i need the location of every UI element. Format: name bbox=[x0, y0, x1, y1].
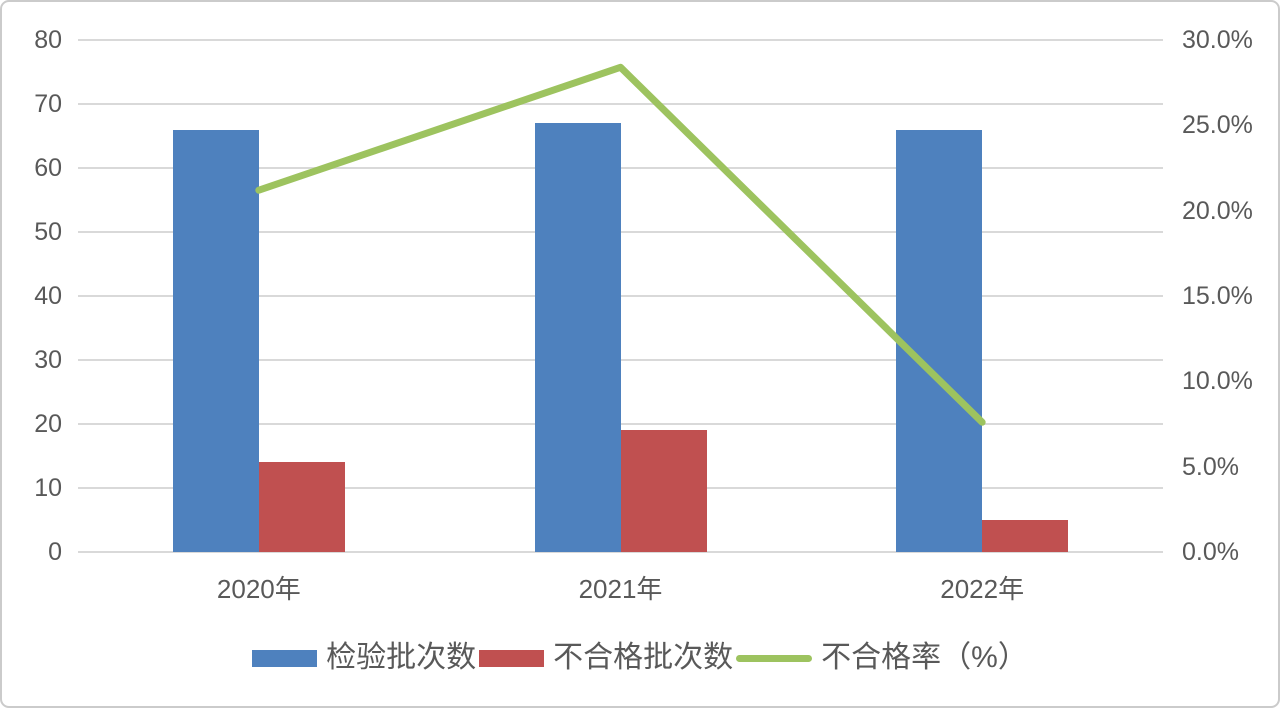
legend-label-unqualified-batches: 不合格批次数 bbox=[553, 641, 734, 674]
y-axis-left-tick-0: 0 bbox=[48, 538, 62, 566]
unqualified-rate-line bbox=[255, 63, 986, 426]
bar-inspection-batches-2021年 bbox=[534, 123, 621, 552]
y-axis-left-tick-50: 50 bbox=[34, 218, 62, 246]
y-axis-right-tick-0: 0.0% bbox=[1182, 538, 1239, 566]
gridline-70 bbox=[78, 103, 1163, 105]
y-axis-left-tick-20: 20 bbox=[34, 410, 62, 438]
gridline-0 bbox=[78, 551, 1163, 553]
bar-inspection-batches-2022年 bbox=[896, 129, 983, 552]
bar-unqualified-batches-2021年 bbox=[620, 430, 707, 552]
legend-item-unqualified-rate: 不合格率（%） bbox=[736, 638, 1028, 678]
y-axis-right-tick-30: 30.0% bbox=[1182, 26, 1253, 54]
y-axis-left-tick-10: 10 bbox=[34, 474, 62, 502]
x-axis-category-2020年: 2020年 bbox=[216, 574, 301, 604]
y-axis-right-tick-20: 20.0% bbox=[1182, 196, 1253, 225]
legend-swatch-inspection-batches-icon bbox=[252, 649, 318, 667]
legend-label-inspection-batches: 检验批次数 bbox=[326, 641, 477, 674]
y-axis-left-tick-80: 80 bbox=[34, 26, 62, 54]
y-axis-right-tick-10: 10.0% bbox=[1182, 367, 1253, 396]
x-axis-category-2022年: 2022年 bbox=[940, 574, 1025, 604]
bar-inspection-batches-2020年 bbox=[172, 129, 259, 552]
legend-item-inspection-batches: 检验批次数 bbox=[252, 638, 476, 678]
y-axis-right-tick-5: 5.0% bbox=[1182, 452, 1239, 481]
chart-legend: 检验批次数 不合格批次数 不合格率（%） bbox=[2, 638, 1278, 678]
legend-label-unqualified-rate: 不合格率（%） bbox=[821, 641, 1028, 674]
y-axis-left-tick-30: 30 bbox=[34, 346, 62, 374]
bar-unqualified-batches-2022年 bbox=[982, 520, 1069, 552]
y-axis-right-tick-15: 15.0% bbox=[1182, 282, 1253, 310]
y-axis-left-tick-70: 70 bbox=[34, 90, 62, 118]
legend-line-unqualified-rate-icon bbox=[736, 654, 813, 662]
y-axis-right-tick-25: 25.0% bbox=[1182, 111, 1253, 140]
bar-unqualified-batches-2020年 bbox=[258, 462, 345, 552]
x-axis-category-2021年: 2021年 bbox=[578, 574, 663, 604]
legend-swatch-unqualified-batches-icon bbox=[479, 649, 545, 667]
gridline-80 bbox=[78, 39, 1163, 41]
legend-item-unqualified-batches: 不合格批次数 bbox=[479, 638, 733, 678]
y-axis-left-tick-60: 60 bbox=[34, 154, 62, 182]
y-axis-left-tick-40: 40 bbox=[34, 282, 62, 310]
